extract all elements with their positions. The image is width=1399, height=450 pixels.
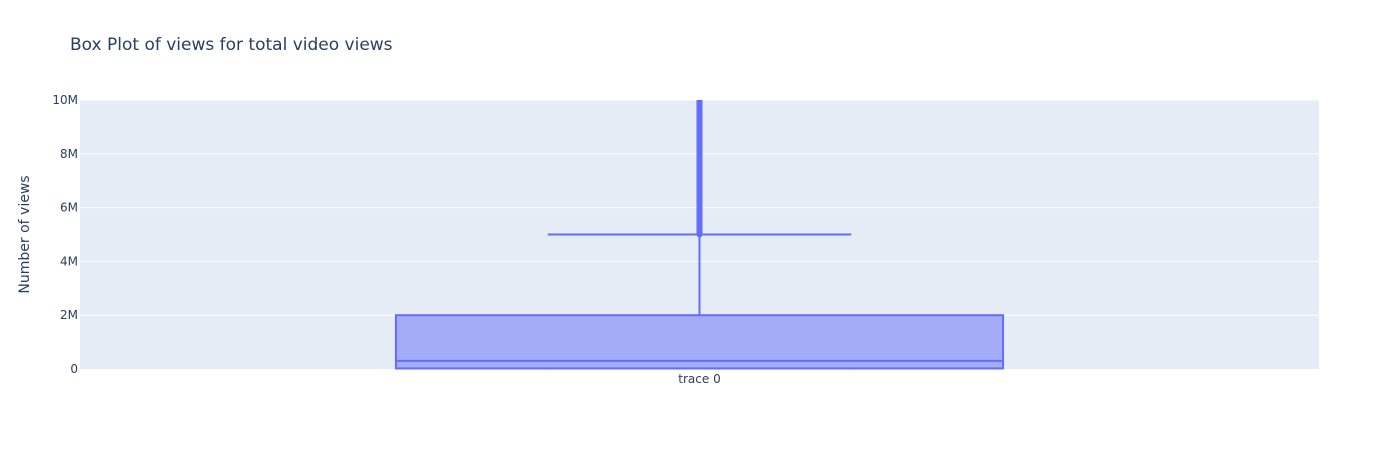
y-tick-label: 8M [60,147,78,161]
chart-title: Box Plot of views for total video views [70,35,393,55]
y-tick-label: 0 [70,362,78,376]
outlier-points [696,100,703,235]
y-tick-label: 10M [52,93,78,107]
y-tick-label: 6M [60,201,78,215]
y-axis-title: Number of views [17,175,33,293]
y-tick-label: 4M [60,254,78,268]
x-axis-ticks: trace 0 [678,372,720,386]
y-tick-label: 2M [60,308,78,322]
y-axis-ticks: 0 2M 4M 6M 8M 10M [52,93,78,376]
box-trace [394,100,1005,370]
x-tick-label: trace 0 [678,372,720,386]
box-iqr [394,314,1005,370]
outlier-point [696,231,703,238]
box-traces [394,100,1005,370]
